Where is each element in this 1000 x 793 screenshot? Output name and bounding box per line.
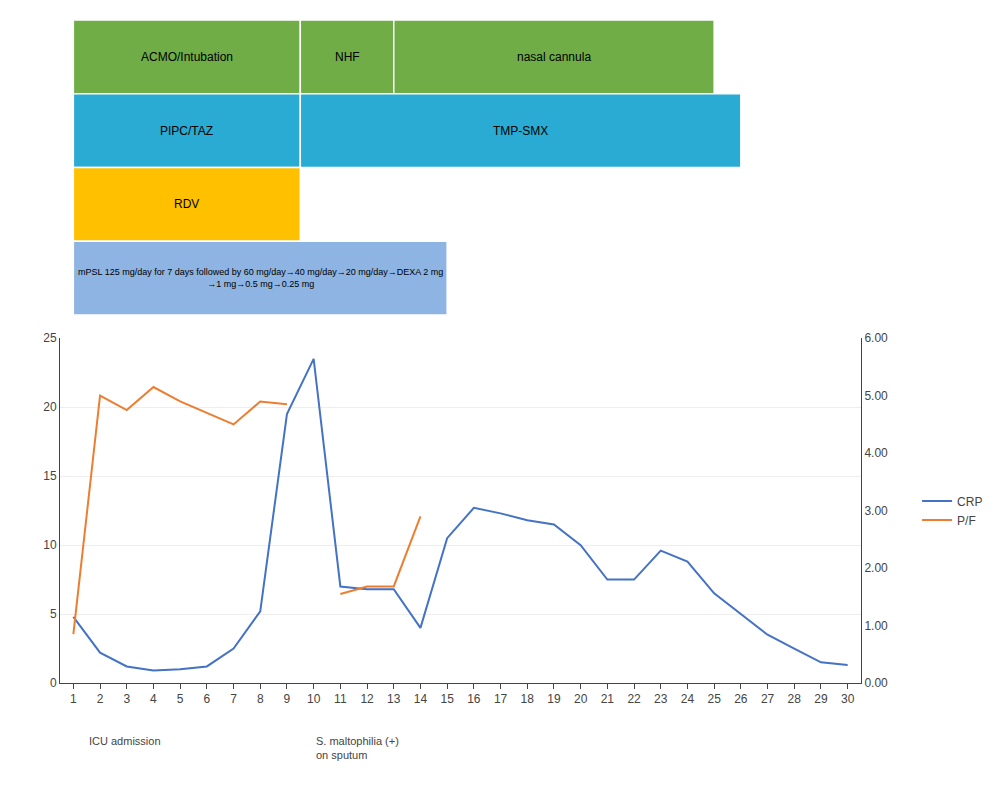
svg-text:16: 16 (467, 692, 481, 706)
svg-text:1.00: 1.00 (864, 619, 888, 633)
svg-text:5: 5 (50, 607, 57, 621)
svg-text:3: 3 (123, 692, 130, 706)
svg-text:S. maltophilia (+)on sputum: S. maltophilia (+)on sputum (316, 735, 399, 761)
svg-text:2.00: 2.00 (864, 561, 888, 575)
svg-text:12: 12 (360, 692, 374, 706)
svg-text:11: 11 (334, 692, 347, 706)
svg-text:4: 4 (150, 692, 157, 706)
svg-text:20: 20 (574, 692, 588, 706)
svg-text:9: 9 (284, 692, 291, 706)
svg-text:2: 2 (97, 692, 104, 706)
svg-text:13: 13 (387, 692, 401, 706)
svg-text:15: 15 (43, 469, 57, 483)
svg-text:20: 20 (43, 400, 57, 414)
svg-text:15: 15 (440, 692, 454, 706)
svg-text:25: 25 (707, 692, 721, 706)
svg-text:3.00: 3.00 (864, 504, 888, 518)
svg-text:6.00: 6.00 (864, 331, 888, 345)
svg-text:10: 10 (307, 692, 321, 706)
svg-text:19: 19 (547, 692, 561, 706)
svg-text:17: 17 (494, 692, 508, 706)
svg-text:PIPC/TAZ: PIPC/TAZ (160, 124, 213, 138)
svg-text:1: 1 (70, 692, 77, 706)
svg-text:18: 18 (521, 692, 535, 706)
svg-text:8: 8 (257, 692, 264, 706)
svg-text:10: 10 (43, 538, 57, 552)
svg-text:nasal cannula: nasal cannula (517, 50, 591, 64)
svg-text:0.00: 0.00 (864, 676, 888, 690)
svg-text:14: 14 (414, 692, 428, 706)
svg-text:24: 24 (681, 692, 695, 706)
svg-text:27: 27 (761, 692, 775, 706)
svg-text:5: 5 (177, 692, 184, 706)
svg-text:29: 29 (814, 692, 828, 706)
svg-text:5.00: 5.00 (864, 389, 888, 403)
svg-text:CRP: CRP (957, 495, 982, 509)
svg-text:23: 23 (654, 692, 668, 706)
svg-text:0: 0 (50, 676, 57, 690)
svg-text:P/F: P/F (957, 514, 976, 528)
svg-text:mPSL 125 mg/day for 7 days fol: mPSL 125 mg/day for 7 days followed by 6… (78, 267, 443, 289)
svg-text:21: 21 (601, 692, 615, 706)
svg-text:28: 28 (788, 692, 802, 706)
svg-text:7: 7 (230, 692, 237, 706)
svg-text:NHF: NHF (335, 50, 360, 64)
svg-text:ACMO/Intubation: ACMO/Intubation (141, 50, 233, 64)
svg-text:25: 25 (43, 331, 57, 345)
svg-text:4.00: 4.00 (864, 446, 888, 460)
svg-text:RDV: RDV (174, 197, 199, 211)
svg-text:ICU admission: ICU admission (89, 735, 161, 747)
svg-text:22: 22 (627, 692, 641, 706)
svg-text:26: 26 (734, 692, 748, 706)
svg-text:30: 30 (841, 692, 855, 706)
svg-text:6: 6 (204, 692, 211, 706)
svg-text:TMP-SMX: TMP-SMX (493, 124, 548, 138)
